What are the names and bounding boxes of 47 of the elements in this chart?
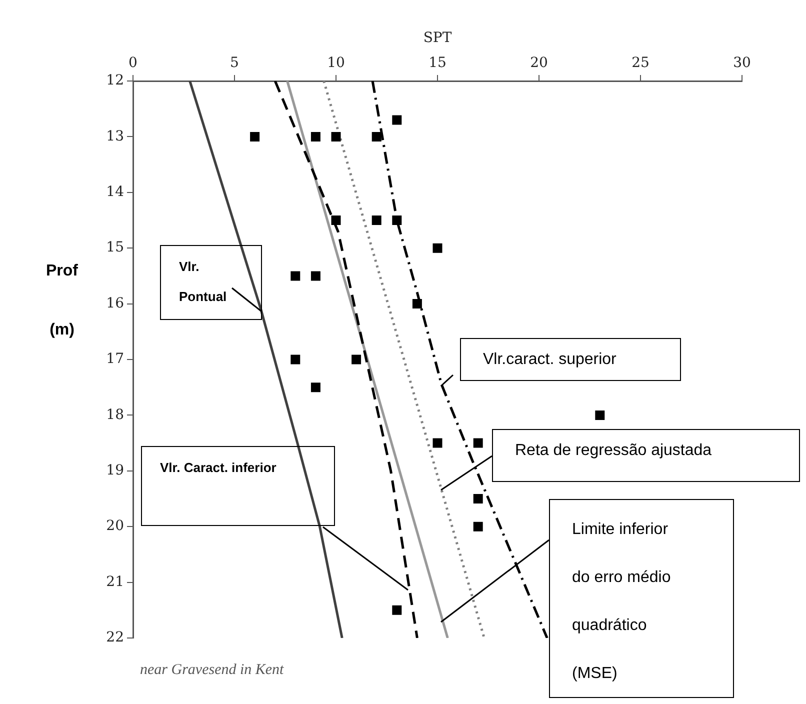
point	[595, 410, 605, 420]
y-tick-label: 21	[106, 574, 124, 590]
y-tick-label: 22	[106, 630, 124, 646]
y-tick-label: 17	[106, 351, 124, 368]
point	[473, 438, 483, 448]
x-tick-label: 20	[530, 55, 548, 72]
point	[331, 132, 341, 142]
annotation: Vlr. Pontual	[179, 258, 228, 306]
text: Limite inferior do erro médio quadrático (MSE)	[572, 521, 671, 682]
point	[352, 354, 362, 364]
point	[372, 132, 382, 142]
x-tick-label: 0	[128, 55, 138, 72]
annotation: Reta de regressão ajustada	[515, 441, 713, 461]
y-tick-label: 20	[106, 518, 124, 534]
point	[290, 354, 300, 364]
annotation: Vlr.caract. superior	[483, 350, 618, 370]
x-tick-label: 5	[230, 55, 239, 72]
y-tick-label: 18	[106, 406, 124, 423]
point	[372, 216, 382, 225]
y-tick-label: 14	[106, 184, 124, 200]
y-tick-label: 12	[106, 72, 124, 89]
x-tick-label: 10	[327, 55, 345, 72]
y-tick-label: 16	[106, 295, 124, 312]
x-tick-label: 30	[733, 55, 751, 72]
point	[412, 299, 422, 309]
text: near Gravesend in Kent	[140, 662, 284, 679]
point	[392, 605, 402, 615]
y-tick-label: 13	[106, 128, 124, 144]
point	[310, 271, 320, 281]
point	[392, 216, 402, 225]
point	[473, 494, 483, 504]
y-tick-label: 15	[106, 240, 124, 256]
x-tick-label: 25	[632, 55, 650, 72]
point	[432, 243, 442, 253]
point	[250, 132, 260, 142]
text: Prof (m)	[46, 262, 78, 338]
point	[310, 382, 320, 392]
point	[432, 438, 442, 448]
point	[310, 132, 320, 142]
x-axis-title: SPT	[423, 30, 452, 46]
y-tick-label: 19	[106, 462, 124, 479]
point	[290, 271, 300, 281]
point	[331, 216, 341, 225]
x-tick-label: 15	[428, 55, 446, 72]
point	[473, 522, 483, 532]
annotation: Vlr. Caract. inferior	[160, 459, 278, 477]
point	[392, 115, 402, 125]
